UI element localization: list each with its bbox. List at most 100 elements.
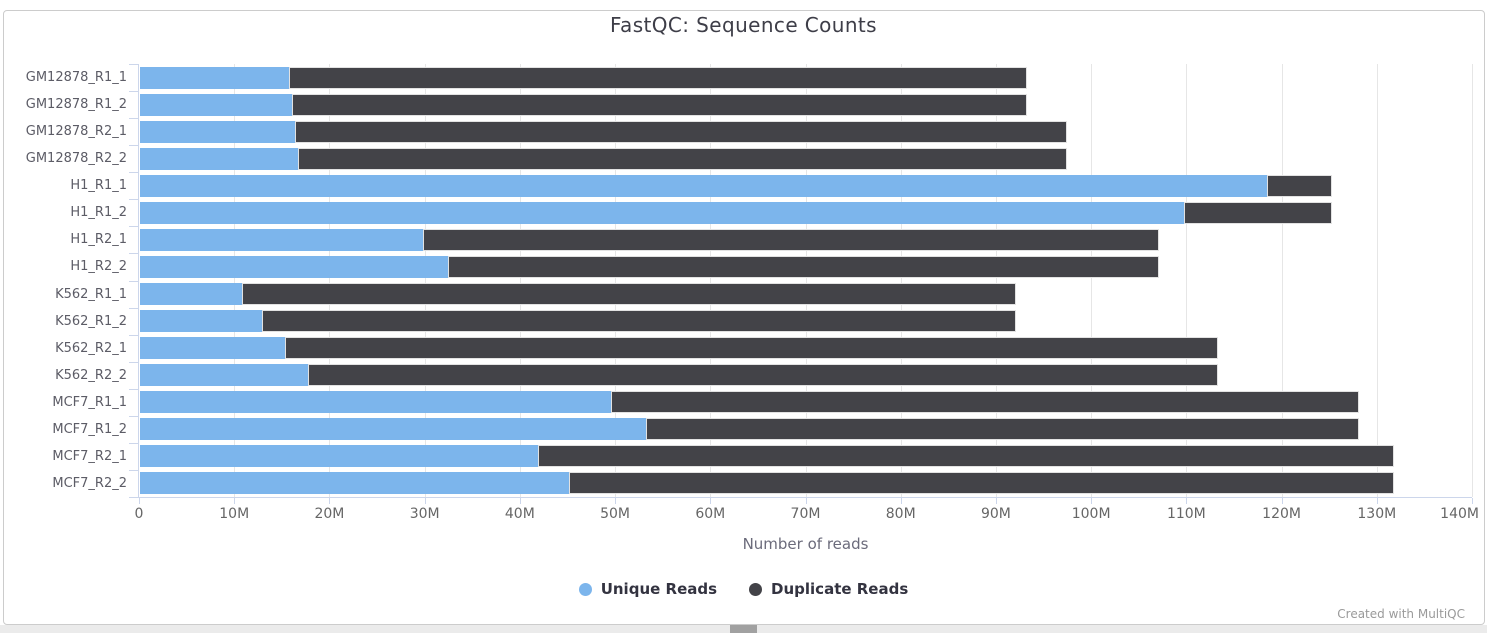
gridline [329,64,331,497]
bar-K562_R2_2-unique-reads[interactable] [140,364,308,387]
bar-row-K562_R2_1 [140,337,1473,360]
x-axis-tick [1281,498,1283,504]
bar-MCF7_R2_1-duplicate-reads[interactable] [537,445,1394,468]
x-tick-label-80M: 80M [885,506,916,522]
y-axis-tick [129,334,139,336]
bar-K562_R1_2-unique-reads[interactable] [140,310,262,333]
bar-MCF7_R1_1-unique-reads[interactable] [140,391,612,414]
x-tick-label-120M: 120M [1262,506,1301,522]
y-category-label-H1_R1_1: H1_R1_1 [70,178,127,194]
bar-row-H1_R1_1 [140,174,1473,197]
bar-H1_R2_1-unique-reads[interactable] [140,228,423,251]
bar-row-MCF7_R1_1 [140,391,1473,414]
x-tick-label-30M: 30M [409,506,440,522]
y-category-label-MCF7_R1_2: MCF7_R1_2 [52,421,127,437]
x-tick-label-100M: 100M [1071,506,1111,522]
bar-H1_R2_2-unique-reads[interactable] [140,255,448,278]
gridline [424,64,426,497]
y-axis-tick [129,64,139,65]
bar-row-GM12878_R2_1 [140,120,1473,143]
bar-K562_R2_1-unique-reads[interactable] [140,337,285,360]
bar-MCF7_R1_2-unique-reads[interactable] [140,418,646,441]
bar-H1_R1_2-duplicate-reads[interactable] [1183,201,1333,224]
x-tick-label-50M: 50M [600,506,631,522]
bar-GM12878_R2_2-unique-reads[interactable] [140,147,299,170]
multiqc-credit: Created with MultiQC [1337,607,1465,621]
bar-row-K562_R1_2 [140,310,1473,333]
bar-H1_R2_1-duplicate-reads[interactable] [422,228,1159,251]
bar-K562_R2_1-duplicate-reads[interactable] [284,337,1218,360]
x-tick-label-70M: 70M [790,506,821,522]
bar-MCF7_R1_2-duplicate-reads[interactable] [645,418,1359,441]
duplicate-reads-marker-icon [749,582,763,596]
y-category-label-MCF7_R1_1: MCF7_R1_1 [52,394,127,410]
legend-item-unique-reads[interactable]: Unique Reads [578,580,718,598]
bar-row-MCF7_R1_2 [140,418,1473,441]
bar-H1_R1_1-unique-reads[interactable] [140,174,1268,197]
bar-row-GM12878_R2_2 [140,147,1473,170]
bar-GM12878_R1_2-unique-reads[interactable] [140,93,293,116]
bar-row-GM12878_R1_2 [140,93,1473,116]
bar-MCF7_R1_1-duplicate-reads[interactable] [611,391,1359,414]
gridline [519,64,521,497]
x-axis-tick [139,498,140,504]
legend-label-unique-reads: Unique Reads [600,580,718,598]
x-tick-label-110M: 110M [1166,506,1206,522]
x-axis-tick [1186,498,1188,504]
gridline [1091,64,1093,497]
bar-K562_R1_1-duplicate-reads[interactable] [241,283,1016,306]
y-axis-tick [129,442,139,444]
x-axis-tick [805,498,807,504]
y-axis-tick [129,280,139,282]
x-axis-tick [995,498,997,504]
y-axis-labels: GM12878_R1_1 GM12878_R1_2 GM12878_R2_1 GM12… [0,64,127,497]
x-axis-tick [615,498,617,504]
gridline [710,64,712,497]
y-category-label-GM12878_R2_1: GM12878_R2_1 [25,124,127,140]
y-category-label-GM12878_R1_2: GM12878_R1_2 [25,97,127,113]
unique-reads-marker-icon [578,582,592,596]
bar-K562_R2_2-duplicate-reads[interactable] [307,364,1218,387]
horizontal-scrollbar[interactable] [0,625,1487,633]
bar-GM12878_R2_2-duplicate-reads[interactable] [298,147,1068,170]
y-category-label-H1_R1_2: H1_R1_2 [70,205,127,221]
x-axis-tick [234,498,236,504]
gridline [900,64,902,497]
gridline [805,64,807,497]
x-axis-tick [519,498,521,504]
bar-MCF7_R2_2-unique-reads[interactable] [140,472,570,495]
legend-label-duplicate-reads: Duplicate Reads [771,580,909,598]
bar-K562_R1_2-duplicate-reads[interactable] [261,310,1016,333]
bar-row-GM12878_R1_1 [140,66,1473,89]
x-axis-tick [1472,498,1473,504]
y-axis-tick [129,172,139,174]
bar-row-K562_R1_1 [140,283,1473,306]
x-tick-label-60M: 60M [695,506,726,522]
gridline [1281,64,1283,497]
y-axis-tick [129,361,139,363]
bar-H1_R1_2-unique-reads[interactable] [140,201,1184,224]
gridline [995,64,997,497]
bar-H1_R1_1-duplicate-reads[interactable] [1267,174,1333,197]
x-tick-label-130M: 130M [1357,506,1397,522]
bar-K562_R1_1-unique-reads[interactable] [140,283,242,306]
bar-GM12878_R1_2-duplicate-reads[interactable] [292,93,1028,116]
bar-GM12878_R2_1-duplicate-reads[interactable] [295,120,1068,143]
bar-H1_R2_2-duplicate-reads[interactable] [447,255,1159,278]
x-tick-label-90M: 90M [980,506,1011,522]
y-category-label-MCF7_R2_2: MCF7_R2_2 [52,475,127,491]
legend-item-duplicate-reads[interactable]: Duplicate Reads [749,580,908,598]
scrollbar-thumb[interactable] [730,625,757,633]
gridline [1186,64,1188,497]
bar-MCF7_R2_2-duplicate-reads[interactable] [569,472,1394,495]
y-category-label-GM12878_R2_2: GM12878_R2_2 [25,151,127,167]
y-axis-line [138,64,139,497]
bar-GM12878_R2_1-unique-reads[interactable] [140,120,296,143]
bar-MCF7_R2_1-unique-reads[interactable] [140,445,538,468]
y-category-label-K562_R2_2: K562_R2_2 [55,367,127,383]
y-axis-tick [129,199,139,201]
bar-GM12878_R1_1-duplicate-reads[interactable] [288,66,1028,89]
bar-GM12878_R1_1-unique-reads[interactable] [140,66,289,89]
y-axis-ticks [129,64,139,498]
